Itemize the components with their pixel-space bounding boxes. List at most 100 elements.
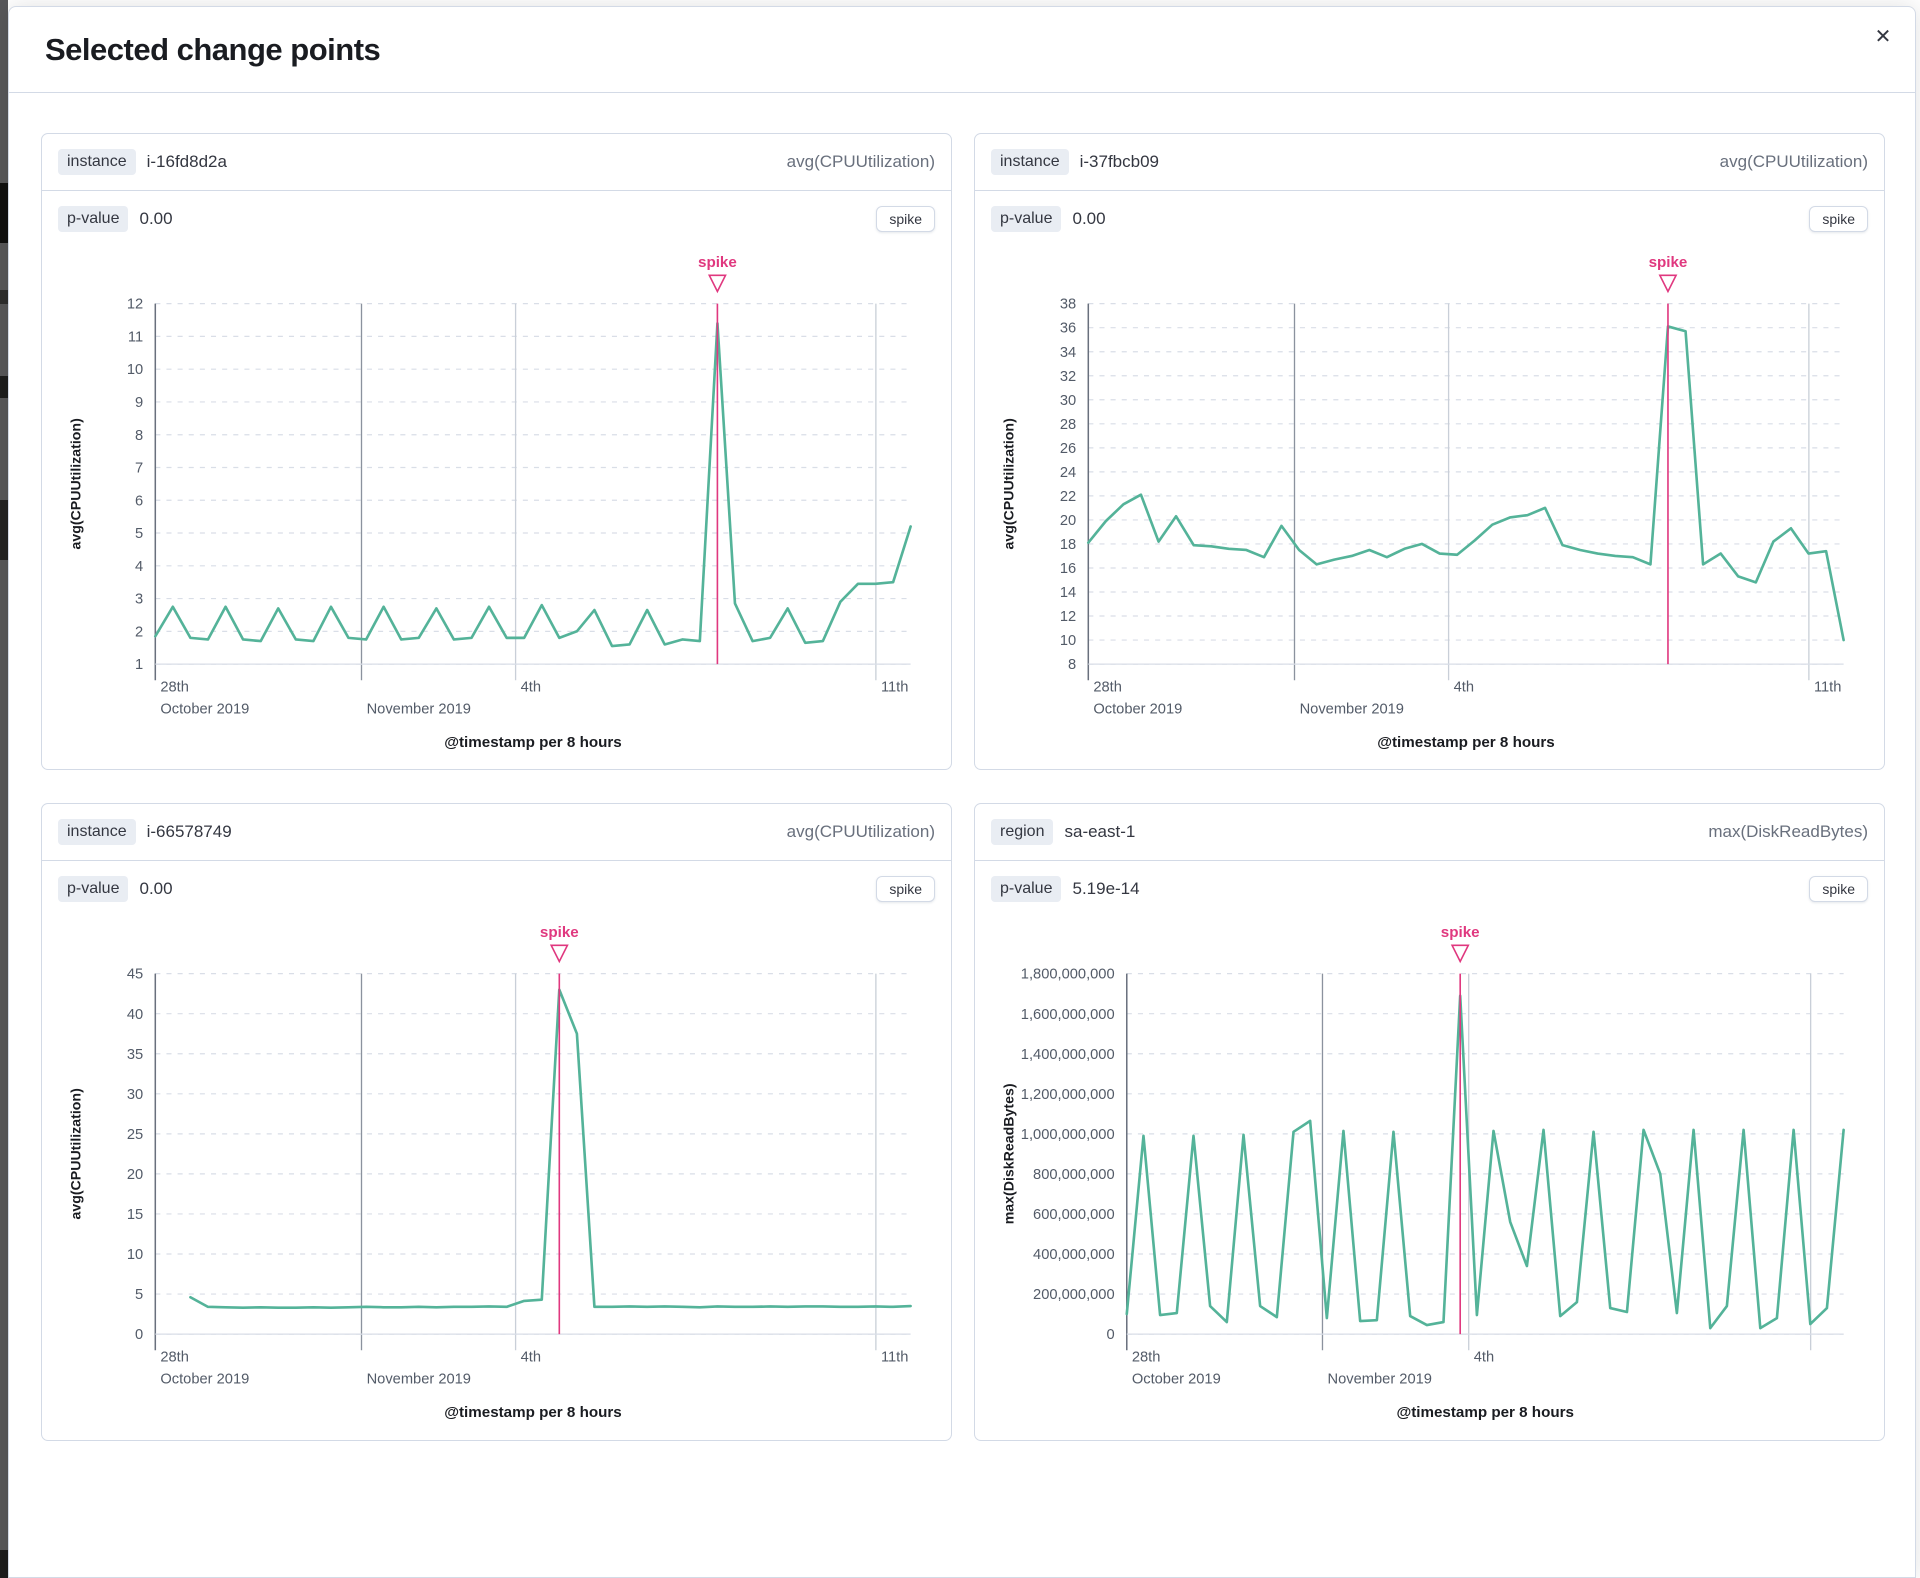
y-tick-label: 34 (1060, 345, 1076, 361)
y-tick-label: 38 (1060, 297, 1076, 313)
field-name-badge: instance (58, 819, 136, 846)
x-tick-sublabel: October 2019 (1093, 702, 1182, 718)
chart-container: 1 2 3 4 5 6 7 8 9 10 11 12 28th October 2019 November … (42, 247, 951, 769)
x-tick-label: 11th (881, 1350, 908, 1366)
x-tick-label: 4th (521, 680, 541, 696)
change-type-badge: spike (876, 876, 935, 903)
y-tick-label: 0 (135, 1328, 143, 1344)
y-tick-label: 26 (1060, 441, 1076, 457)
y-tick-label: 9 (135, 395, 143, 411)
y-tick-label: 10 (127, 362, 143, 378)
y-tick-label: 1,200,000,000 (1021, 1087, 1115, 1103)
chart-container: 0 5 10 15 20 25 30 35 40 45 28th October 2019 Novemb… (42, 917, 951, 1439)
field-value: i-16fd8d2a (146, 152, 227, 172)
x-tick-label: 28th (160, 680, 189, 696)
spike-annotation-label: spike (540, 925, 579, 942)
change-point-panel: instance i-37fbcb09 avg(CPUUtilization) … (974, 133, 1885, 771)
spike-annotation-label: spike (1649, 254, 1688, 271)
panel-field-row: instance i-37fbcb09 avg(CPUUtilization) (975, 134, 1884, 192)
change-point-panels-grid: instance i-16fd8d2a avg(CPUUtilization) … (41, 133, 1885, 1441)
x-tick-sublabel: November 2019 (367, 702, 471, 718)
y-tick-label: 200,000,000 (1033, 1288, 1115, 1304)
y-tick-label: 20 (1060, 513, 1076, 529)
page-background-edge (0, 0, 8, 1578)
y-tick-label: 12 (1060, 609, 1076, 625)
page-edge-mark (0, 376, 8, 398)
y-tick-label: 22 (1060, 489, 1076, 505)
chart-container: 8 10 12 14 16 18 20 22 24 26 28 30 32 34 36 38 28th Octob… (975, 247, 1884, 769)
y-tick-label: 24 (1060, 465, 1076, 481)
x-tick-label: 28th (1132, 1350, 1161, 1366)
y-tick-label: 10 (1060, 633, 1076, 649)
x-tick-sublabel: November 2019 (1328, 1372, 1432, 1388)
x-tick-sublabel: November 2019 (1300, 702, 1404, 718)
change-point-panel: region sa-east-1 max(DiskReadBytes) p-va… (974, 803, 1885, 1441)
y-tick-label: 1,400,000,000 (1021, 1047, 1115, 1063)
p-value: 5.19e-14 (1072, 879, 1140, 899)
panel-field-row: instance i-66578749 avg(CPUUtilization) (42, 804, 951, 862)
p-value-badge: p-value (991, 876, 1062, 903)
change-point-panel: instance i-66578749 avg(CPUUtilization) … (41, 803, 952, 1441)
series-line (153, 322, 912, 648)
y-tick-label: 1,600,000,000 (1021, 1007, 1115, 1023)
panel-pvalue-row: p-value 5.19e-14 spike (975, 861, 1884, 917)
spike-annotation-label: spike (698, 254, 737, 271)
close-icon[interactable]: ✕ (1867, 21, 1899, 53)
series-line (1125, 994, 1845, 1330)
y-tick-label: 14 (1060, 585, 1076, 601)
y-tick-label: 40 (127, 1007, 143, 1023)
p-value: 0.00 (139, 209, 173, 229)
spike-marker-icon (549, 944, 569, 964)
y-tick-label: 35 (127, 1047, 143, 1063)
panel-field-row: instance i-16fd8d2a avg(CPUUtilization) (42, 134, 951, 192)
metric-function-label: avg(CPUUtilization) (786, 152, 935, 172)
x-tick-sublabel: October 2019 (160, 1372, 249, 1388)
change-type-badge: spike (1809, 876, 1868, 903)
metric-function-label: avg(CPUUtilization) (1719, 152, 1868, 172)
x-tick-sublabel: November 2019 (367, 1372, 471, 1388)
series-line (1086, 325, 1845, 642)
p-value-badge: p-value (58, 876, 129, 903)
y-tick-label: 45 (127, 967, 143, 983)
y-tick-label: 5 (135, 526, 143, 542)
x-tick-label: 11th (1814, 680, 1841, 696)
spike-marker-icon (1450, 944, 1470, 964)
panel-pvalue-row: p-value 0.00 spike (42, 861, 951, 917)
spike-marker-icon (707, 274, 727, 294)
y-tick-label: 18 (1060, 537, 1076, 553)
y-tick-label: 1 (135, 657, 143, 673)
y-tick-label: 1,000,000,000 (1021, 1127, 1115, 1143)
y-tick-label: 16 (1060, 561, 1076, 577)
field-value: i-66578749 (146, 822, 232, 842)
page-title: Selected change points (45, 32, 381, 67)
field-value: i-37fbcb09 (1079, 152, 1159, 172)
y-axis-title: avg(CPUUtilization) (1001, 418, 1017, 550)
metric-function-label: avg(CPUUtilization) (786, 822, 935, 842)
y-tick-label: 400,000,000 (1033, 1248, 1115, 1264)
y-tick-label: 20 (127, 1167, 143, 1183)
y-tick-label: 800,000,000 (1033, 1167, 1115, 1183)
x-axis-title: @timestamp per 8 hours (1377, 734, 1555, 751)
field-value: sa-east-1 (1064, 822, 1136, 842)
x-tick-sublabel: October 2019 (1132, 1372, 1221, 1388)
y-tick-label: 8 (1068, 657, 1076, 673)
x-tick-label: 11th (881, 680, 908, 696)
field-name-badge: instance (58, 149, 136, 176)
y-tick-label: 3 (135, 592, 143, 608)
x-tick-sublabel: October 2019 (160, 702, 249, 718)
y-tick-label: 4 (135, 559, 143, 575)
y-axis-title: max(DiskReadBytes) (1001, 1084, 1017, 1225)
modal: Selected change points ✕ instance i-16fd… (8, 6, 1916, 1578)
change-point-panel: instance i-16fd8d2a avg(CPUUtilization) … (41, 133, 952, 771)
chart-container: 0 200,000,000 400,000,000 600,000,000 800,00… (975, 917, 1884, 1439)
y-tick-label: 1,800,000,000 (1021, 967, 1115, 983)
p-value-badge: p-value (991, 206, 1062, 233)
y-tick-label: 28 (1060, 417, 1076, 433)
change-type-badge: spike (876, 206, 935, 233)
x-tick-label: 4th (1454, 680, 1474, 696)
p-value: 0.00 (1072, 209, 1106, 229)
field-name-badge: region (991, 819, 1054, 846)
y-tick-label: 15 (127, 1207, 143, 1223)
y-tick-label: 30 (127, 1087, 143, 1103)
change-point-chart: 0 5 10 15 20 25 30 35 40 45 28th October 2019 Novemb… (68, 925, 912, 1422)
